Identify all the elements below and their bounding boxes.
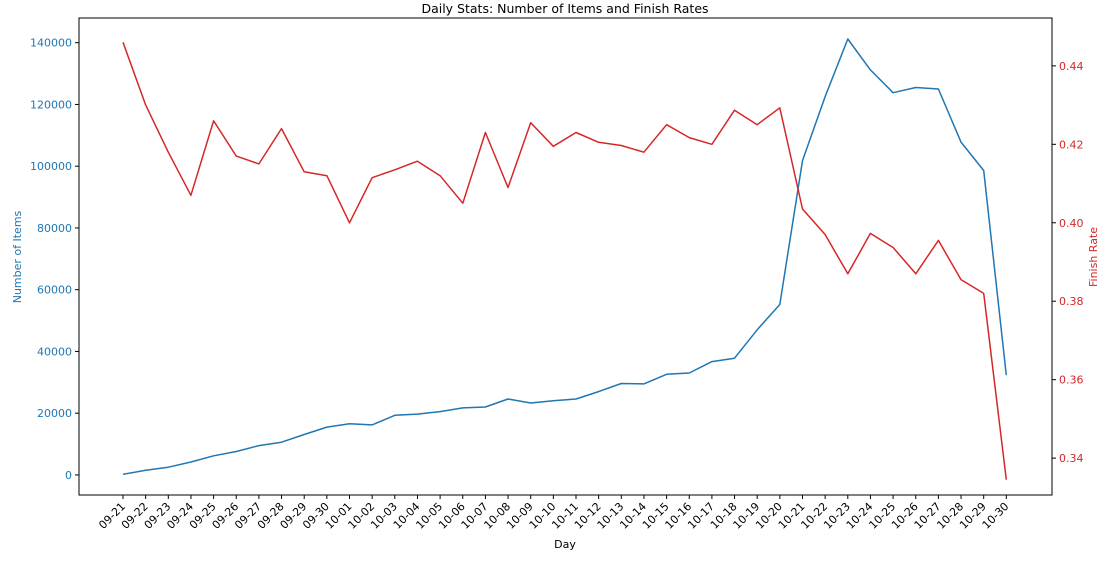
right-axis-ticks: 0.34 0.36 0.38 0.40 0.42 0.44 (1052, 60, 1084, 465)
finish-rate-series-line (122, 42, 1008, 480)
right-axis-label: Finish Rate (1087, 227, 1100, 287)
x-tick-label: 10-30 (980, 500, 1012, 532)
plot-frame (78, 17, 1053, 496)
left-tick-label: 60000 (37, 284, 72, 297)
series-lines (122, 38, 1008, 480)
right-tick-label: 0.38 (1059, 295, 1084, 308)
right-tick-label: 0.42 (1059, 138, 1084, 151)
left-tick-label: 100000 (30, 160, 72, 173)
left-tick-label: 40000 (37, 345, 72, 358)
left-tick-label: 80000 (37, 222, 72, 235)
left-tick-label: 20000 (37, 407, 72, 420)
x-axis-ticks: 09-2109-2209-2309-2409-2509-2609-2709-28… (96, 495, 1011, 532)
left-tick-label: 120000 (30, 98, 72, 111)
right-tick-label: 0.40 (1059, 217, 1084, 230)
right-tick-label: 0.36 (1059, 374, 1084, 387)
right-tick-label: 0.44 (1059, 60, 1084, 73)
x-axis-label: Day (554, 538, 576, 551)
left-tick-label: 0 (65, 469, 72, 482)
left-axis-label: Number of Items (11, 210, 24, 303)
items-series-line (122, 38, 1008, 476)
chart-title: Daily Stats: Number of Items and Finish … (421, 1, 708, 16)
left-axis-ticks: 0 20000 40000 60000 80000 100000 120000 140000 (30, 37, 79, 482)
left-tick-label: 140000 (30, 37, 72, 50)
right-tick-label: 0.34 (1059, 452, 1084, 465)
